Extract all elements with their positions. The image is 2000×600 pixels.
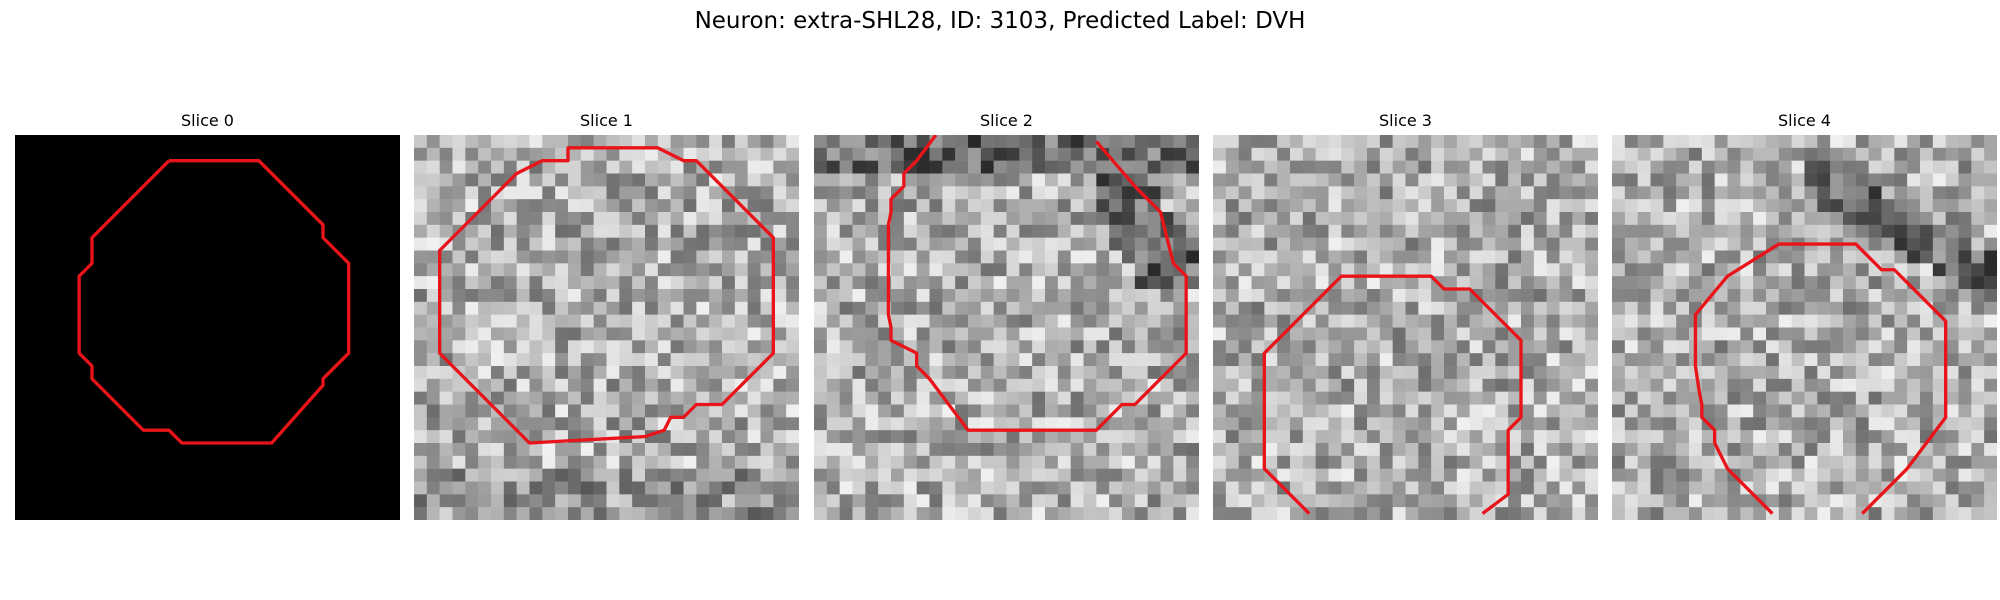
- slice-panel-0: Slice 0: [15, 111, 400, 521]
- pixel-grid: [1612, 135, 1997, 520]
- slice-title: Slice 4: [1778, 111, 1831, 130]
- pixel-grid: [15, 135, 400, 520]
- slice-panel-2: Slice 2: [814, 111, 1199, 521]
- pixel-grid: [1213, 135, 1598, 520]
- slice-title: Slice 3: [1379, 111, 1432, 130]
- roi-contour: [437, 146, 776, 445]
- roi-contour: [77, 158, 351, 445]
- slice-image: [414, 135, 799, 520]
- slice-title: Slice 2: [980, 111, 1033, 130]
- slice-panel-1: Slice 1: [414, 111, 799, 521]
- slice-panel-3: Slice 3: [1213, 111, 1598, 521]
- slice-image: [15, 135, 400, 520]
- roi-contour: [1693, 242, 1948, 515]
- slice-image: [814, 135, 1199, 520]
- slice-title: Slice 1: [580, 111, 633, 130]
- roi-contour: [886, 135, 1188, 432]
- figure-title: Neuron: extra-SHL28, ID: 3103, Predicted…: [694, 8, 1306, 34]
- slice-title: Slice 0: [181, 111, 234, 130]
- slice-panel-4: Slice 4: [1612, 111, 1997, 521]
- slice-image: [1612, 135, 1997, 520]
- roi-contour: [1262, 274, 1523, 515]
- pixel-grid: [814, 135, 1199, 520]
- pixel-grid: [414, 135, 799, 520]
- slice-image: [1213, 135, 1598, 520]
